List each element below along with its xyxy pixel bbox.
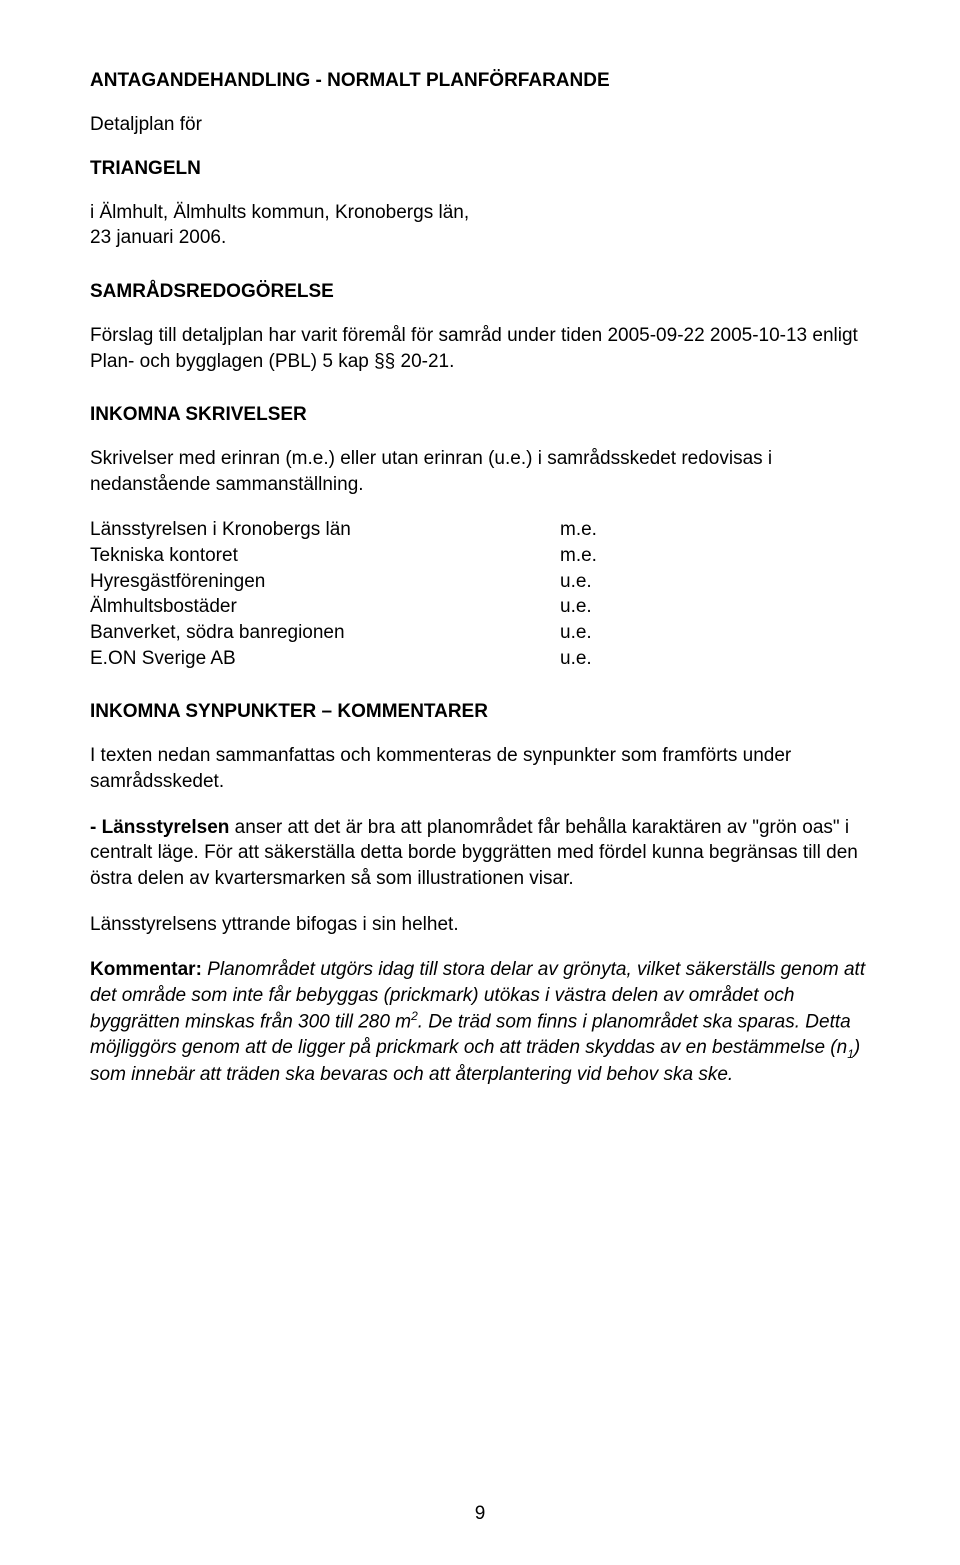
bifogas-text: Länsstyrelsens yttrande bifogas i sin he… <box>90 912 870 938</box>
list-item-value: m.e. <box>560 543 597 569</box>
subtitle-triangeln: TRIANGELN <box>90 158 870 180</box>
list-item: Banverket, södra banregionen u.e. <box>90 620 870 646</box>
list-item-value: u.e. <box>560 620 592 646</box>
list-item: Länsstyrelsen i Kronobergs län m.e. <box>90 517 870 543</box>
list-item-value: u.e. <box>560 569 592 595</box>
kommentar-label: Kommentar: <box>90 959 202 980</box>
lansstyrelsen-paragraph: - Länsstyrelsen anser att det är bra att… <box>90 815 870 892</box>
synpunkter-intro: I texten nedan sammanfattas och kommente… <box>90 743 870 794</box>
list-item-value: u.e. <box>560 594 592 620</box>
lansstyrelsen-label: - Länsstyrelsen <box>90 817 229 838</box>
list-item-label: Älmhultsbostäder <box>90 594 560 620</box>
samrad-text: Förslag till detaljplan har varit föremå… <box>90 323 870 374</box>
list-item-label: Banverket, södra banregionen <box>90 620 560 646</box>
location-text: i Älmhult, Älmhults kommun, Kronobergs l… <box>90 202 469 223</box>
location-date: i Älmhult, Älmhults kommun, Kronobergs l… <box>90 200 870 251</box>
list-item: Älmhultsbostäder u.e. <box>90 594 870 620</box>
page-number: 9 <box>0 1503 960 1525</box>
superscript-2: 2 <box>411 1009 418 1023</box>
kommentar-paragraph: Kommentar: Planområdet utgörs idag till … <box>90 957 870 1088</box>
document-page: ANTAGANDEHANDLING - NORMALT PLANFÖRFARAN… <box>0 0 960 1565</box>
list-item-value: u.e. <box>560 646 592 672</box>
skrivelser-list: Länsstyrelsen i Kronobergs län m.e. Tekn… <box>90 517 870 671</box>
heading-inkomna-skrivelser: INKOMNA SKRIVELSER <box>90 404 870 426</box>
document-title: ANTAGANDEHANDLING - NORMALT PLANFÖRFARAN… <box>90 70 870 92</box>
heading-samradsredogorelse: SAMRÅDSREDOGÖRELSE <box>90 281 870 303</box>
list-item: Tekniska kontoret m.e. <box>90 543 870 569</box>
list-item-label: Tekniska kontoret <box>90 543 560 569</box>
list-item: E.ON Sverige AB u.e. <box>90 646 870 672</box>
list-item-label: E.ON Sverige AB <box>90 646 560 672</box>
subtitle-detaljplan: Detaljplan för <box>90 112 870 138</box>
subscript-1: 1 <box>847 1047 854 1061</box>
date-text: 23 januari 2006. <box>90 227 226 248</box>
list-item-label: Länsstyrelsen i Kronobergs län <box>90 517 560 543</box>
heading-inkomna-synpunkter: INKOMNA SYNPUNKTER – KOMMENTARER <box>90 701 870 723</box>
inkomna-intro: Skrivelser med erinran (m.e.) eller utan… <box>90 446 870 497</box>
list-item-value: m.e. <box>560 517 597 543</box>
list-item: Hyresgästföreningen u.e. <box>90 569 870 595</box>
list-item-label: Hyresgästföreningen <box>90 569 560 595</box>
